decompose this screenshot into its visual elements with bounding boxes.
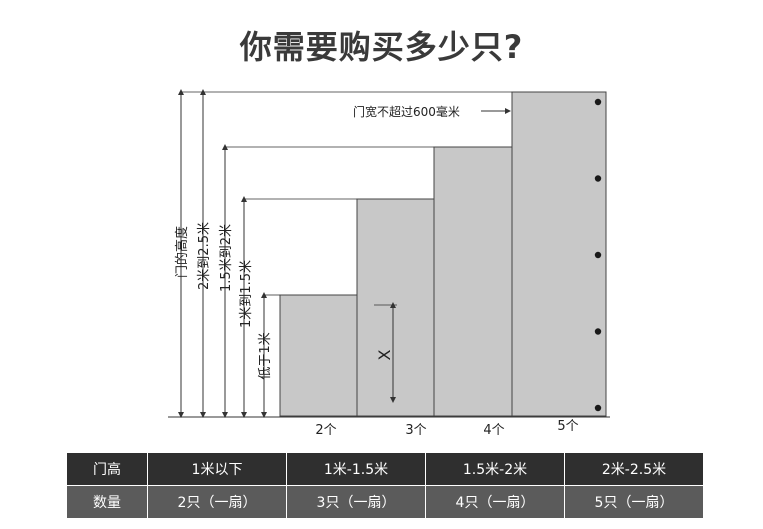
label-1-1.5m: 1米到1.5米 (239, 260, 254, 328)
dimension-lines (178, 89, 512, 418)
door-panel-5 (511, 91, 607, 417)
count-label-4: 4个 (483, 423, 504, 438)
cell-qty-2: 4只（一扇） (425, 485, 565, 519)
hinge-dot (594, 404, 602, 412)
label-below-1m: 低于1米 (258, 332, 273, 379)
row-quantity: 数量 2只（一扇） 3只（一扇） 4只（一扇） 5只（一扇） (66, 485, 704, 519)
header-door-height: 门高 (66, 452, 148, 486)
cell-height-0: 1米以下 (147, 452, 287, 486)
cell-qty-3: 5只（一扇） (564, 485, 704, 519)
door-size-diagram: 门的高度 2米到2.5米 1.5米到2米 1米到1.5米 低于1米 X 门宽不超… (168, 89, 610, 438)
hinge-dot (594, 175, 602, 182)
cell-height-2: 1.5米-2米 (425, 452, 565, 486)
cell-height-1: 1米-1.5米 (286, 452, 426, 486)
count-label-2: 2个 (315, 423, 336, 438)
label-door-height: 门的高度 (174, 226, 190, 278)
width-note: 门宽不超过600毫米 (353, 104, 460, 119)
x-spacing-label: X (375, 349, 394, 360)
row-door-height: 门高 1米以下 1米-1.5米 1.5米-2米 2米-2.5米 (66, 452, 704, 486)
page-title: 你需要购买多少只? (239, 28, 524, 66)
hinge-dot (594, 328, 602, 335)
count-label-5: 5个 (557, 419, 578, 434)
hinge-dot (594, 251, 602, 259)
label-1.5-2m: 1.5米到2米 (219, 224, 234, 292)
header-quantity: 数量 (66, 485, 148, 519)
label-2-2.5m: 2米到2.5米 (197, 222, 212, 290)
count-label-3: 3个 (405, 423, 426, 438)
cell-height-3: 2米-2.5米 (564, 452, 704, 486)
hinge-dot (594, 98, 602, 106)
cell-qty-0: 2只（一扇） (147, 485, 287, 519)
panels (279, 91, 607, 417)
cell-qty-1: 3只（一扇） (286, 485, 426, 519)
spec-table: 门高 1米以下 1米-1.5米 1.5米-2米 2米-2.5米 数量 2只（一扇… (66, 452, 704, 519)
